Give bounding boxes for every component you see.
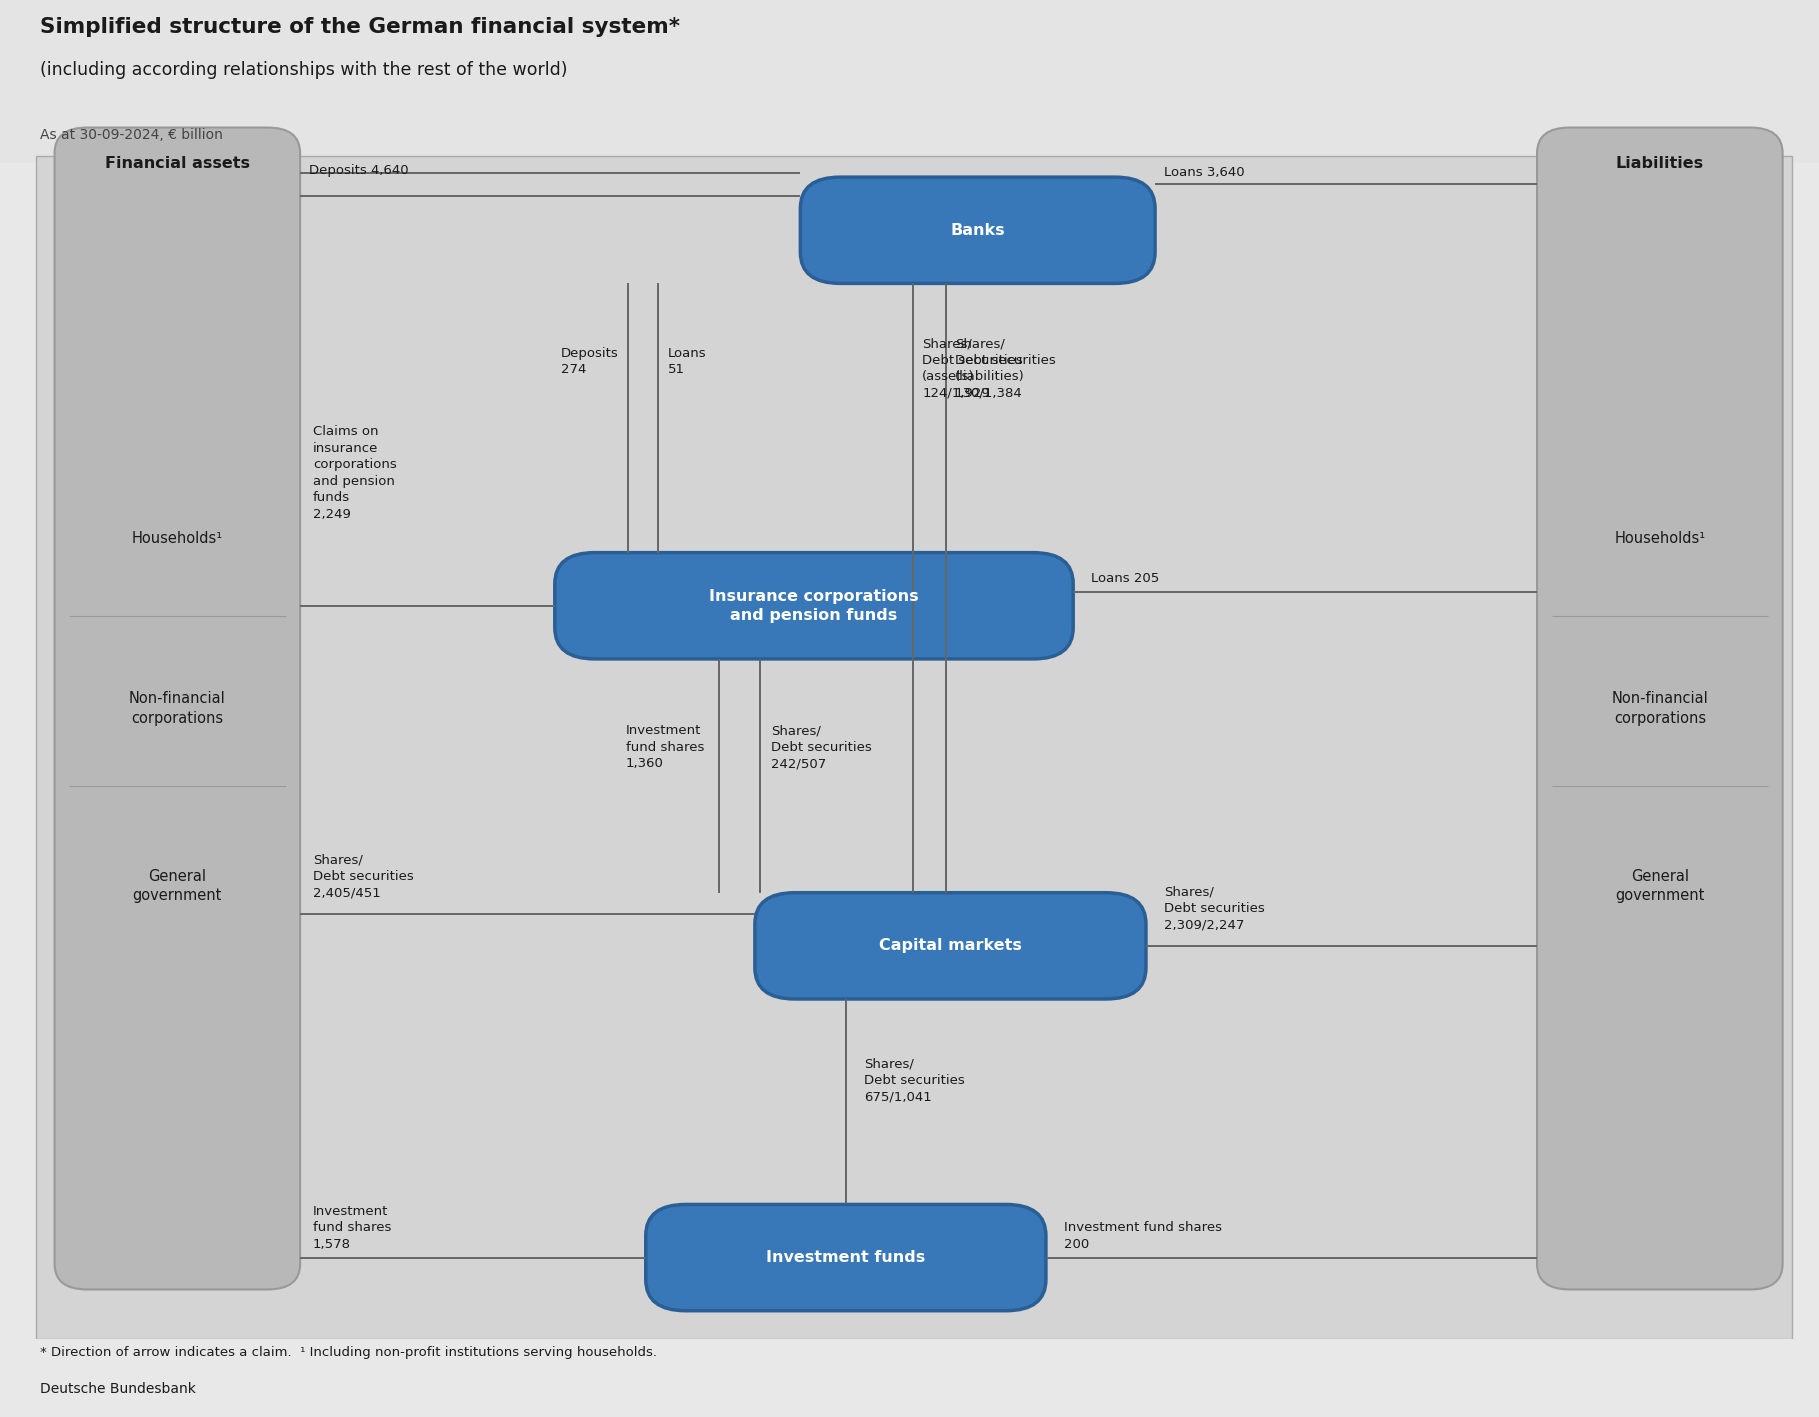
Text: General
government: General government	[133, 869, 222, 903]
FancyBboxPatch shape	[555, 553, 1073, 659]
Text: Investment funds: Investment funds	[766, 1250, 926, 1265]
Text: Simplified structure of the German financial system*: Simplified structure of the German finan…	[40, 17, 680, 37]
Text: Financial assets: Financial assets	[106, 156, 249, 171]
Text: Shares/
Debt securities
2,309/2,247: Shares/ Debt securities 2,309/2,247	[1164, 886, 1264, 932]
Text: Shares/
Debt securities
(liabilities)
130/1,384: Shares/ Debt securities (liabilities) 13…	[955, 337, 1055, 400]
FancyBboxPatch shape	[646, 1204, 1046, 1311]
Text: Investment fund shares
200: Investment fund shares 200	[1064, 1221, 1222, 1250]
Bar	[0, 1339, 1819, 1417]
Text: As at 30-09-2024, € billion: As at 30-09-2024, € billion	[40, 128, 224, 142]
Text: Non-financial
corporations: Non-financial corporations	[129, 691, 226, 726]
Text: Capital markets: Capital markets	[879, 938, 1022, 954]
Text: Shares/
Debt securities
242/507: Shares/ Debt securities 242/507	[771, 724, 871, 771]
Text: Shares/
Debt securities
2,405/451: Shares/ Debt securities 2,405/451	[313, 854, 413, 900]
Text: (including according relationships with the rest of the world): (including according relationships with …	[40, 61, 568, 79]
Text: Investment
fund shares
1,360: Investment fund shares 1,360	[626, 724, 704, 771]
Text: Loans
51: Loans 51	[668, 347, 706, 376]
Text: Loans 205: Loans 205	[1091, 571, 1161, 584]
Text: General
government: General government	[1615, 869, 1704, 903]
Text: Deutsche Bundesbank: Deutsche Bundesbank	[40, 1382, 196, 1396]
Text: Households¹: Households¹	[131, 531, 224, 546]
Text: Shares/
Debt securities
675/1,041: Shares/ Debt securities 675/1,041	[864, 1057, 964, 1104]
FancyBboxPatch shape	[755, 893, 1146, 999]
Text: Non-financial
corporations: Non-financial corporations	[1612, 691, 1708, 726]
Text: Households¹: Households¹	[1613, 531, 1706, 546]
Bar	[36, 156, 1792, 1339]
Text: Loans 3,640: Loans 3,640	[1164, 166, 1244, 179]
Text: * Direction of arrow indicates a claim.  ¹ Including non-profit institutions ser: * Direction of arrow indicates a claim. …	[40, 1346, 657, 1359]
Text: Banks: Banks	[950, 222, 1006, 238]
Text: Deposits
274: Deposits 274	[560, 347, 618, 376]
Text: Shares/
Debt securities
(assets)
124/1,929: Shares/ Debt securities (assets) 124/1,9…	[922, 337, 1022, 400]
Text: Claims on
insurance
corporations
and pension
funds
2,249: Claims on insurance corporations and pen…	[313, 425, 397, 520]
Text: Deposits 4,640: Deposits 4,640	[309, 164, 409, 177]
FancyBboxPatch shape	[800, 177, 1155, 283]
FancyBboxPatch shape	[1537, 128, 1783, 1289]
Text: Investment
fund shares
1,578: Investment fund shares 1,578	[313, 1204, 391, 1250]
Text: Liabilities: Liabilities	[1615, 156, 1704, 171]
Bar	[0, 0, 1819, 163]
FancyBboxPatch shape	[55, 128, 300, 1289]
Text: Insurance corporations
and pension funds: Insurance corporations and pension funds	[709, 589, 919, 622]
